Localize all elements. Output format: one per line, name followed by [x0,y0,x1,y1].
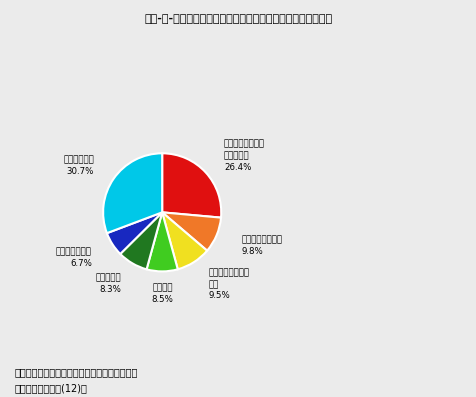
Text: その他の業種
30.7%: その他の業種 30.7% [63,156,94,176]
Wedge shape [107,212,162,254]
Wedge shape [162,153,221,218]
Text: 自動車工業
8.3%: 自動車工業 8.3% [95,274,120,294]
Text: 資料：総務庁統計局「科学技術研究調査報告」: 資料：総務庁統計局「科学技術研究調査報告」 [14,367,138,377]
Text: ソフトウェア業
6.7%: ソフトウェア業 6.7% [56,248,91,268]
Text: 医薬品以外の化学
工業
9.5%: 医薬品以外の化学 工業 9.5% [208,268,249,301]
Text: 第２-２-６図　会社等の研究者の産業別構成比（平成１１年）: 第２-２-６図 会社等の研究者の産業別構成比（平成１１年） [144,14,332,24]
Text: 通信・電子・電気
計測器工業
26.4%: 通信・電子・電気 計測器工業 26.4% [224,140,265,172]
Wedge shape [162,212,207,269]
Text: （参照：付属資料(12)）: （参照：付属資料(12)） [14,383,87,393]
Wedge shape [120,212,162,269]
Text: 機械工業
8.5%: 機械工業 8.5% [151,283,173,304]
Wedge shape [162,212,220,251]
Text: 電気機械器具工業
9.8%: 電気機械器具工業 9.8% [241,235,282,256]
Wedge shape [146,212,178,272]
Wedge shape [103,153,162,233]
